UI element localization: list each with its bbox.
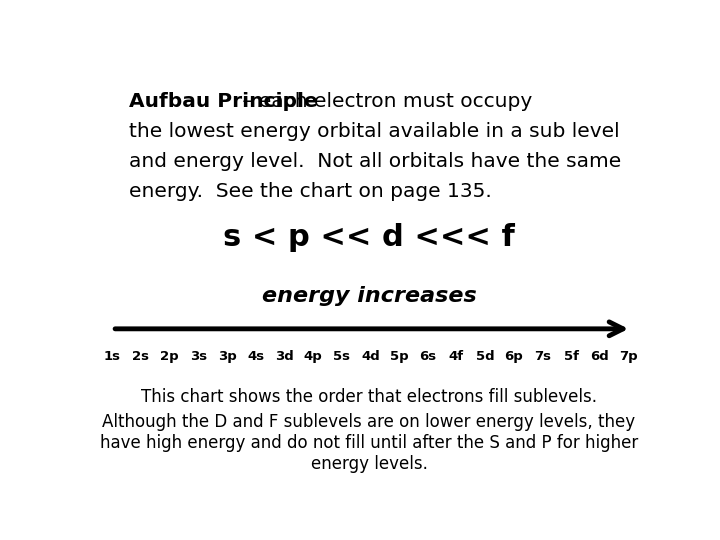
Text: Aufbau Principle: Aufbau Principle: [129, 92, 318, 111]
Text: 4p: 4p: [304, 350, 323, 363]
Text: 3p: 3p: [217, 350, 236, 363]
Text: 3s: 3s: [190, 350, 207, 363]
Text: This chart shows the order that electrons fill sublevels.: This chart shows the order that electron…: [141, 388, 597, 407]
Text: 4d: 4d: [361, 350, 379, 363]
Text: 6p: 6p: [505, 350, 523, 363]
Text: 4f: 4f: [449, 350, 464, 363]
Text: 6d: 6d: [590, 350, 609, 363]
Text: the lowest energy orbital available in a sub level: the lowest energy orbital available in a…: [129, 122, 620, 141]
Text: 7s: 7s: [534, 350, 551, 363]
Text: 7p: 7p: [619, 350, 638, 363]
Text: 5f: 5f: [564, 350, 579, 363]
Text: 5d: 5d: [476, 350, 495, 363]
Text: energy.  See the chart on page 135.: energy. See the chart on page 135.: [129, 181, 492, 201]
Text: 1s: 1s: [104, 350, 121, 363]
Text: 2s: 2s: [132, 350, 150, 363]
Text: s < p << d <<< f: s < p << d <<< f: [223, 223, 515, 252]
Text: 5p: 5p: [390, 350, 408, 363]
Text: 6s: 6s: [419, 350, 436, 363]
Text: – each electron must occupy: – each electron must occupy: [236, 92, 533, 111]
Text: 3d: 3d: [275, 350, 294, 363]
Text: and energy level.  Not all orbitals have the same: and energy level. Not all orbitals have …: [129, 152, 621, 171]
Text: 5s: 5s: [333, 350, 350, 363]
Text: Although the D and F sublevels are on lower energy levels, they
have high energy: Although the D and F sublevels are on lo…: [100, 414, 638, 473]
Text: energy increases: energy increases: [261, 286, 477, 306]
Text: 2p: 2p: [161, 350, 179, 363]
Text: 4s: 4s: [247, 350, 264, 363]
